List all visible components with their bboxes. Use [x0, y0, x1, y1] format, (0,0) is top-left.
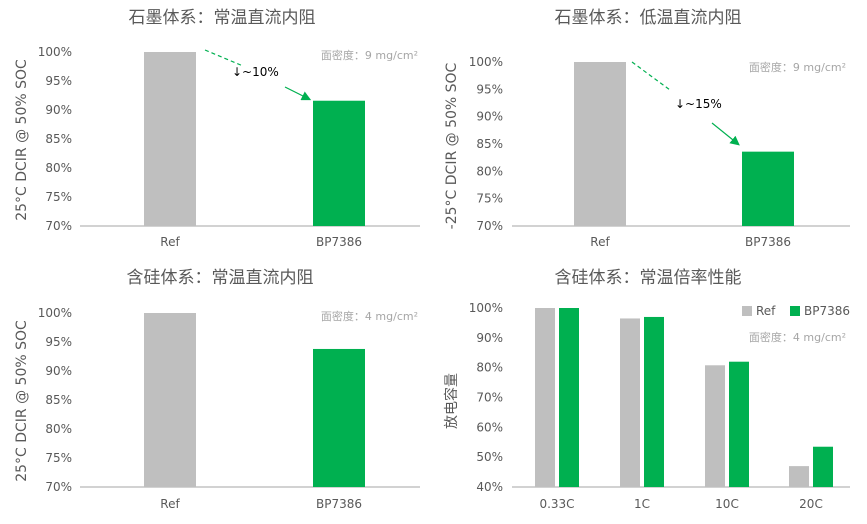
- x-tick-label: Ref: [160, 497, 180, 511]
- y-tick-label: 70%: [45, 480, 72, 494]
- bar-bp7386: [313, 348, 365, 487]
- annotation-text: ↓~10%: [232, 65, 279, 79]
- y-tick-label: 70%: [476, 219, 503, 233]
- bar-ref-1c: [620, 318, 640, 487]
- bar-ref: [144, 313, 196, 487]
- x-tick-label: 10C: [715, 497, 739, 511]
- y-tick-label: 95%: [45, 74, 72, 88]
- y-tick-label: 80%: [45, 422, 72, 436]
- legend-label-bp7386: BP7386: [804, 304, 850, 318]
- y-tick-label: 100%: [469, 301, 503, 315]
- y-tick-label: 85%: [45, 393, 72, 407]
- x-tick-label: Ref: [160, 235, 180, 249]
- y-tick-label: 85%: [476, 137, 503, 151]
- x-tick-label: 20C: [799, 497, 823, 511]
- y-axis-label: 25°C DCIR @ 50% SOC: [14, 320, 30, 482]
- chart-title: 石墨体系：常温直流内阻: [129, 8, 316, 28]
- y-tick-label: 80%: [476, 164, 503, 178]
- y-tick-label: 75%: [45, 190, 72, 204]
- bar-ref-10c: [705, 365, 725, 487]
- chart-title: 含硅体系：常温直流内阻: [127, 268, 314, 288]
- y-tick-label: 95%: [476, 82, 503, 96]
- y-axis-label: -25°C DCIR @ 50% SOC: [444, 62, 460, 229]
- y-tick-label: 90%: [45, 103, 72, 117]
- bar-ref-0.33c: [535, 308, 555, 487]
- y-tick-label: 40%: [476, 480, 503, 494]
- annotation-arrow: [631, 61, 671, 91]
- density-note: 面密度：4 mg/cm²: [321, 309, 418, 323]
- chart-title: 石墨体系：低温直流内阻: [555, 8, 742, 28]
- density-note: 面密度：9 mg/cm²: [749, 60, 846, 74]
- y-tick-label: 90%: [476, 110, 503, 124]
- chart-1: 石墨体系：常温直流内阻 25°C DCIR @ 50% SOC 70% 75% 80% 8…: [14, 8, 420, 249]
- y-tick-label: 100%: [38, 306, 72, 320]
- chart-title: 含硅体系：常温倍率性能: [555, 268, 742, 288]
- y-tick-label: 90%: [45, 364, 72, 378]
- y-tick-label: 100%: [38, 45, 72, 59]
- annotation-arrow-head: [711, 122, 740, 146]
- annotation-arrow: [204, 49, 244, 67]
- legend-swatch-bp7386: [790, 306, 800, 316]
- x-tick-label: BP7386: [745, 235, 791, 249]
- bar-ref: [144, 52, 196, 226]
- bar-bp7386-0.33c: [559, 308, 579, 487]
- x-tick-label: BP7386: [316, 235, 362, 249]
- legend-label-ref: Ref: [756, 304, 776, 318]
- bar-ref-20c: [789, 466, 809, 487]
- bar-bp7386: [742, 151, 794, 226]
- y-tick-label: 70%: [476, 391, 503, 405]
- bar-bp7386: [313, 100, 365, 226]
- bar-bp7386-10c: [729, 361, 749, 487]
- density-note: 面密度：9 mg/cm²: [321, 48, 418, 62]
- y-axis-label: 25°C DCIR @ 50% SOC: [14, 59, 30, 221]
- y-tick-label: 80%: [45, 161, 72, 175]
- bar-bp7386-1c: [644, 316, 664, 487]
- y-tick-label: 60%: [476, 420, 503, 434]
- bar-bp7386-20c: [813, 446, 833, 487]
- legend-swatch-ref: [742, 306, 752, 316]
- x-tick-label: 1C: [634, 497, 650, 511]
- x-tick-label: 0.33C: [539, 497, 574, 511]
- y-tick-label: 70%: [45, 219, 72, 233]
- y-tick-label: 100%: [469, 55, 503, 69]
- chart-2: 石墨体系：低温直流内阻 -25°C DCIR @ 50% SOC 70% 75% 80%…: [444, 8, 850, 249]
- x-tick-label: Ref: [590, 235, 610, 249]
- y-tick-label: 80%: [476, 361, 503, 375]
- annotation-text: ↓~15%: [675, 97, 722, 111]
- y-tick-label: 90%: [476, 331, 503, 345]
- density-note: 面密度：4 mg/cm²: [749, 330, 846, 344]
- y-tick-label: 95%: [45, 335, 72, 349]
- y-tick-label: 75%: [45, 451, 72, 465]
- annotation-arrow-head: [284, 86, 312, 101]
- y-tick-label: 85%: [45, 132, 72, 146]
- y-tick-label: 75%: [476, 192, 503, 206]
- x-tick-label: BP7386: [316, 497, 362, 511]
- y-axis-label: 放电容量: [443, 373, 460, 429]
- y-tick-label: 50%: [476, 450, 503, 464]
- chart-3: 含硅体系：常温直流内阻 25°C DCIR @ 50% SOC 70% 75% 80% 8…: [14, 268, 420, 511]
- bar-ref: [574, 62, 626, 226]
